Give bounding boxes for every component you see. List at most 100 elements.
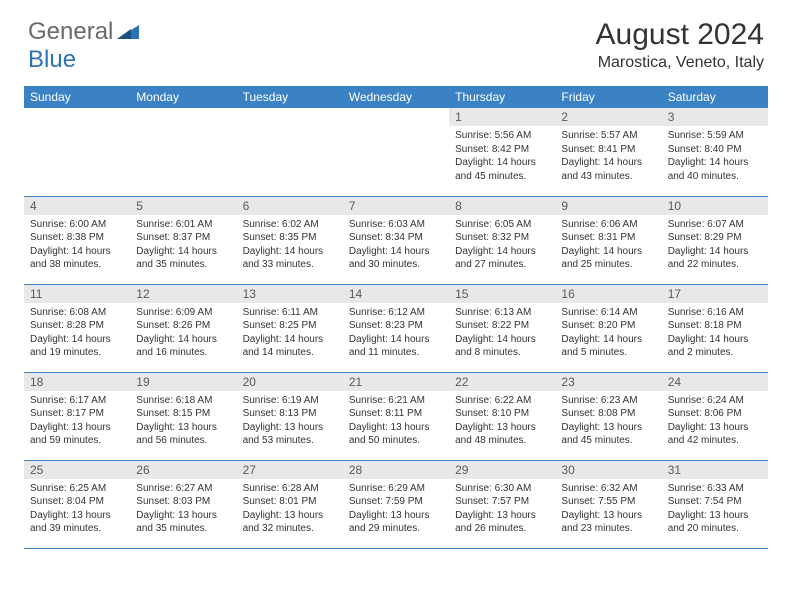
weekday-header: Wednesday: [343, 86, 449, 108]
daylight-text: Daylight: 14 hours and 22 minutes.: [668, 245, 762, 272]
sunrise-text: Sunrise: 6:01 AM: [136, 218, 230, 232]
calendar-week-row: 1Sunrise: 5:56 AMSunset: 8:42 PMDaylight…: [24, 108, 768, 196]
daylight-text: Daylight: 13 hours and 42 minutes.: [668, 421, 762, 448]
sunrise-text: Sunrise: 5:59 AM: [668, 129, 762, 143]
weekday-header: Monday: [130, 86, 236, 108]
daylight-text: Daylight: 14 hours and 25 minutes.: [561, 245, 655, 272]
calendar-day-cell: 31Sunrise: 6:33 AMSunset: 7:54 PMDayligh…: [662, 460, 768, 548]
sunrise-text: Sunrise: 6:28 AM: [243, 482, 337, 496]
calendar-day-cell: 15Sunrise: 6:13 AMSunset: 8:22 PMDayligh…: [449, 284, 555, 372]
sunset-text: Sunset: 8:26 PM: [136, 319, 230, 333]
sunrise-text: Sunrise: 6:19 AM: [243, 394, 337, 408]
day-details: Sunrise: 6:02 AMSunset: 8:35 PMDaylight:…: [237, 215, 343, 275]
day-number: 21: [343, 373, 449, 391]
day-details: Sunrise: 6:01 AMSunset: 8:37 PMDaylight:…: [130, 215, 236, 275]
brand-logo: General: [28, 18, 141, 46]
calendar-day-cell: 13Sunrise: 6:11 AMSunset: 8:25 PMDayligh…: [237, 284, 343, 372]
day-details: Sunrise: 6:11 AMSunset: 8:25 PMDaylight:…: [237, 303, 343, 363]
sunrise-text: Sunrise: 6:16 AM: [668, 306, 762, 320]
day-details: Sunrise: 6:06 AMSunset: 8:31 PMDaylight:…: [555, 215, 661, 275]
daylight-text: Daylight: 13 hours and 53 minutes.: [243, 421, 337, 448]
weekday-header: Sunday: [24, 86, 130, 108]
calendar-day-cell: 12Sunrise: 6:09 AMSunset: 8:26 PMDayligh…: [130, 284, 236, 372]
daylight-text: Daylight: 13 hours and 20 minutes.: [668, 509, 762, 536]
sunrise-text: Sunrise: 6:05 AM: [455, 218, 549, 232]
day-details: Sunrise: 6:13 AMSunset: 8:22 PMDaylight:…: [449, 303, 555, 363]
daylight-text: Daylight: 13 hours and 29 minutes.: [349, 509, 443, 536]
calendar-day-cell: 17Sunrise: 6:16 AMSunset: 8:18 PMDayligh…: [662, 284, 768, 372]
daylight-text: Daylight: 13 hours and 32 minutes.: [243, 509, 337, 536]
daylight-text: Daylight: 14 hours and 11 minutes.: [349, 333, 443, 360]
brand-text-blue-wrap: Blue: [28, 46, 76, 74]
day-details: Sunrise: 6:25 AMSunset: 8:04 PMDaylight:…: [24, 479, 130, 539]
day-number: 23: [555, 373, 661, 391]
day-number: 6: [237, 197, 343, 215]
day-number: 17: [662, 285, 768, 303]
sunset-text: Sunset: 8:29 PM: [668, 231, 762, 245]
day-number: 24: [662, 373, 768, 391]
day-number: 15: [449, 285, 555, 303]
calendar-day-cell: 3Sunrise: 5:59 AMSunset: 8:40 PMDaylight…: [662, 108, 768, 196]
calendar-day-cell: 28Sunrise: 6:29 AMSunset: 7:59 PMDayligh…: [343, 460, 449, 548]
calendar-week-row: 18Sunrise: 6:17 AMSunset: 8:17 PMDayligh…: [24, 372, 768, 460]
calendar-day-cell: 18Sunrise: 6:17 AMSunset: 8:17 PMDayligh…: [24, 372, 130, 460]
sunrise-text: Sunrise: 6:30 AM: [455, 482, 549, 496]
day-details: Sunrise: 6:21 AMSunset: 8:11 PMDaylight:…: [343, 391, 449, 451]
calendar-body: 1Sunrise: 5:56 AMSunset: 8:42 PMDaylight…: [24, 108, 768, 548]
sunrise-text: Sunrise: 6:00 AM: [30, 218, 124, 232]
calendar-empty-cell: [237, 108, 343, 196]
sunset-text: Sunset: 8:06 PM: [668, 407, 762, 421]
day-details: Sunrise: 6:32 AMSunset: 7:55 PMDaylight:…: [555, 479, 661, 539]
calendar-week-row: 25Sunrise: 6:25 AMSunset: 8:04 PMDayligh…: [24, 460, 768, 548]
day-details: Sunrise: 6:07 AMSunset: 8:29 PMDaylight:…: [662, 215, 768, 275]
day-details: Sunrise: 6:22 AMSunset: 8:10 PMDaylight:…: [449, 391, 555, 451]
day-number: 11: [24, 285, 130, 303]
sunset-text: Sunset: 8:41 PM: [561, 143, 655, 157]
sunrise-text: Sunrise: 6:24 AM: [668, 394, 762, 408]
calendar-day-cell: 8Sunrise: 6:05 AMSunset: 8:32 PMDaylight…: [449, 196, 555, 284]
day-details: Sunrise: 5:59 AMSunset: 8:40 PMDaylight:…: [662, 126, 768, 186]
daylight-text: Daylight: 14 hours and 40 minutes.: [668, 156, 762, 183]
sunset-text: Sunset: 8:15 PM: [136, 407, 230, 421]
calendar-day-cell: 22Sunrise: 6:22 AMSunset: 8:10 PMDayligh…: [449, 372, 555, 460]
calendar-day-cell: 20Sunrise: 6:19 AMSunset: 8:13 PMDayligh…: [237, 372, 343, 460]
sunset-text: Sunset: 8:23 PM: [349, 319, 443, 333]
sunset-text: Sunset: 8:35 PM: [243, 231, 337, 245]
daylight-text: Daylight: 14 hours and 8 minutes.: [455, 333, 549, 360]
sunset-text: Sunset: 8:42 PM: [455, 143, 549, 157]
calendar-day-cell: 16Sunrise: 6:14 AMSunset: 8:20 PMDayligh…: [555, 284, 661, 372]
day-number: 26: [130, 461, 236, 479]
calendar-empty-cell: [343, 108, 449, 196]
day-details: Sunrise: 6:05 AMSunset: 8:32 PMDaylight:…: [449, 215, 555, 275]
title-block: August 2024 Marostica, Veneto, Italy: [596, 18, 764, 72]
daylight-text: Daylight: 14 hours and 27 minutes.: [455, 245, 549, 272]
brand-text-blue: Blue: [28, 46, 76, 73]
calendar-header-row: SundayMondayTuesdayWednesdayThursdayFrid…: [24, 86, 768, 108]
day-details: Sunrise: 6:08 AMSunset: 8:28 PMDaylight:…: [24, 303, 130, 363]
day-number: 12: [130, 285, 236, 303]
calendar-week-row: 11Sunrise: 6:08 AMSunset: 8:28 PMDayligh…: [24, 284, 768, 372]
sunrise-text: Sunrise: 6:21 AM: [349, 394, 443, 408]
calendar-day-cell: 21Sunrise: 6:21 AMSunset: 8:11 PMDayligh…: [343, 372, 449, 460]
day-number: 22: [449, 373, 555, 391]
sunrise-text: Sunrise: 6:33 AM: [668, 482, 762, 496]
daylight-text: Daylight: 14 hours and 16 minutes.: [136, 333, 230, 360]
sunrise-text: Sunrise: 6:06 AM: [561, 218, 655, 232]
calendar-day-cell: 10Sunrise: 6:07 AMSunset: 8:29 PMDayligh…: [662, 196, 768, 284]
sunrise-text: Sunrise: 6:27 AM: [136, 482, 230, 496]
calendar-day-cell: 9Sunrise: 6:06 AMSunset: 8:31 PMDaylight…: [555, 196, 661, 284]
day-number: 14: [343, 285, 449, 303]
daylight-text: Daylight: 14 hours and 35 minutes.: [136, 245, 230, 272]
daylight-text: Daylight: 14 hours and 30 minutes.: [349, 245, 443, 272]
day-number: 25: [24, 461, 130, 479]
daylight-text: Daylight: 13 hours and 26 minutes.: [455, 509, 549, 536]
day-details: Sunrise: 6:16 AMSunset: 8:18 PMDaylight:…: [662, 303, 768, 363]
sunset-text: Sunset: 7:59 PM: [349, 495, 443, 509]
brand-triangle-icon: [117, 21, 139, 44]
month-title: August 2024: [596, 18, 764, 52]
calendar-day-cell: 26Sunrise: 6:27 AMSunset: 8:03 PMDayligh…: [130, 460, 236, 548]
day-details: Sunrise: 5:57 AMSunset: 8:41 PMDaylight:…: [555, 126, 661, 186]
daylight-text: Daylight: 14 hours and 14 minutes.: [243, 333, 337, 360]
calendar-day-cell: 4Sunrise: 6:00 AMSunset: 8:38 PMDaylight…: [24, 196, 130, 284]
sunset-text: Sunset: 7:55 PM: [561, 495, 655, 509]
